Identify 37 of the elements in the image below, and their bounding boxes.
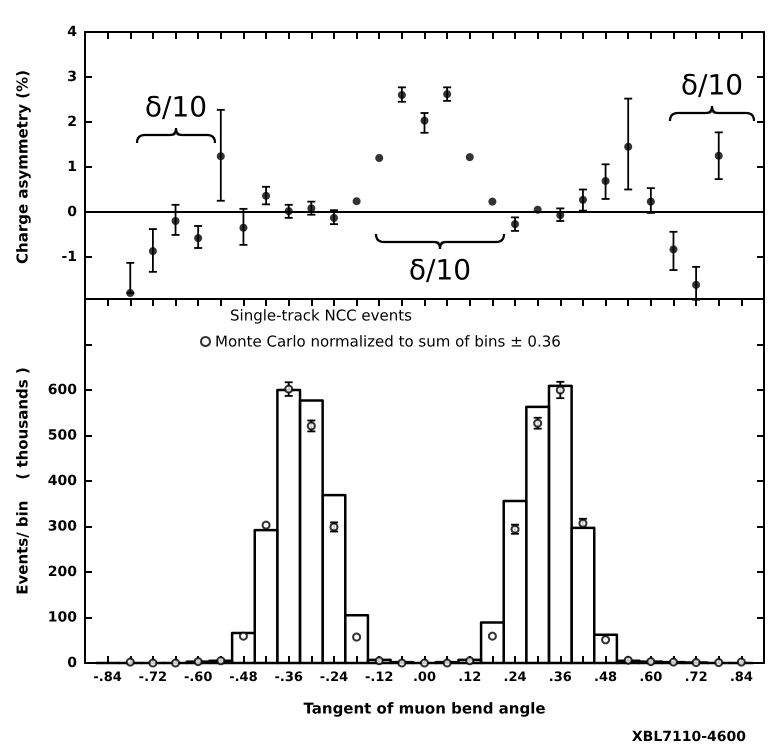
y-tick-label: 4	[67, 24, 78, 40]
x-tick-label: -.36	[274, 670, 303, 685]
y-axis-title: Events/ bin ( thousands )	[14, 367, 32, 595]
x-tick-label: .00	[412, 670, 436, 685]
y-tick-label: 600	[48, 382, 78, 398]
x-tick-label: -.60	[184, 670, 212, 685]
y-tick-label: 100	[48, 610, 78, 626]
x-tick-label: .84	[730, 670, 753, 685]
annotation: δ/10	[144, 90, 208, 124]
y-tick-label: 0	[67, 204, 78, 220]
x-tick-label: .72	[684, 670, 708, 685]
x-tick-label: -.24	[320, 670, 348, 685]
y-tick-label: -1	[61, 249, 77, 265]
y-tick-label: 0	[67, 655, 78, 671]
y-tick-label: 500	[48, 428, 78, 444]
y-tick-label: 3	[67, 69, 77, 85]
x-axis-title: Tangent of muon bend angle	[303, 700, 546, 718]
x-tick-label: .48	[594, 670, 618, 685]
x-tick-label: .60	[639, 670, 662, 685]
x-tick-label: -.84	[93, 670, 122, 685]
y-axis-title: Charge asymmetry (%)	[14, 70, 32, 264]
x-tick-label: .24	[504, 670, 527, 685]
y-tick-label: 2	[67, 114, 77, 130]
x-tick-label: -.48	[229, 670, 258, 685]
text: Single-track NCC events	[230, 306, 412, 324]
y-tick-label: 400	[48, 473, 78, 489]
x-tick-label: -.12	[365, 670, 394, 685]
annotation: δ/10	[680, 68, 744, 102]
x-tick-label: -.72	[138, 670, 168, 685]
y-tick-label: 200	[48, 564, 78, 580]
y-tick-label: 300	[48, 518, 78, 534]
text: XBL7110-4600	[632, 729, 746, 745]
x-tick-label: .36	[548, 670, 572, 685]
legend-label: Monte Carlo normalized to sum of bins ± 0.36	[215, 332, 561, 350]
x-tick-label: .12	[458, 670, 482, 685]
annotation: δ/10	[408, 254, 472, 286]
y-tick-label: 1	[67, 159, 77, 175]
